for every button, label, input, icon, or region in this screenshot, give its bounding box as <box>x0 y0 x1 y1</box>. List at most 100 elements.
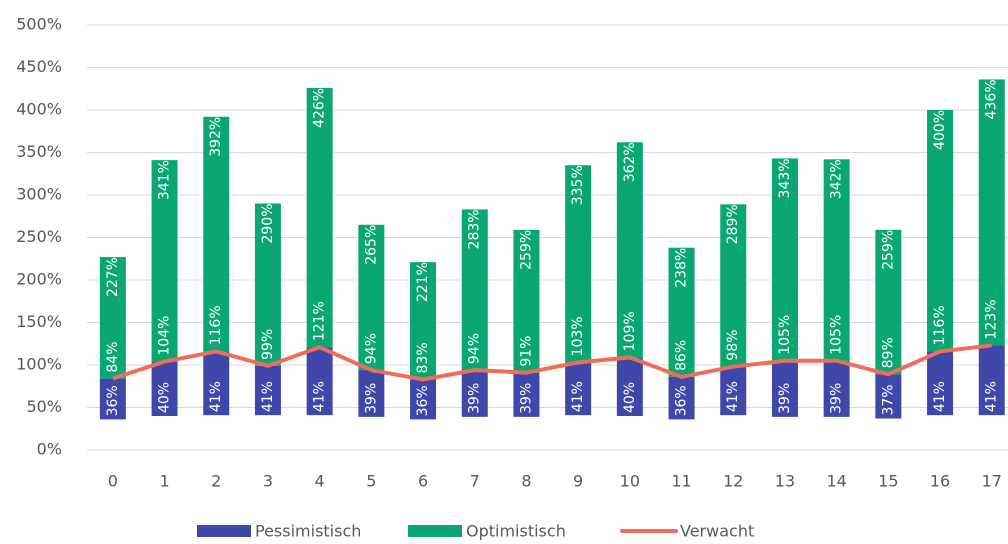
legend-label: Optimistisch <box>466 522 566 541</box>
data-label: 39% <box>777 383 793 414</box>
bar-optimistic <box>99 257 126 379</box>
x-tick-label: 5 <box>366 472 376 491</box>
bar-pessimistic <box>771 360 798 417</box>
data-label: 400% <box>932 110 948 150</box>
x-tick-label: 8 <box>521 472 531 491</box>
data-label: 41% <box>570 381 586 412</box>
bar-pessimistic <box>513 372 540 417</box>
data-label: 259% <box>880 230 896 270</box>
data-label: 105% <box>829 315 845 355</box>
data-label: 89% <box>880 337 896 368</box>
y-tick-label: 150% <box>16 312 62 331</box>
data-label: 39% <box>829 383 845 414</box>
data-label: 221% <box>415 262 431 302</box>
data-label: 342% <box>829 159 845 199</box>
y-tick-label: 250% <box>16 227 62 246</box>
data-label: 98% <box>725 330 741 361</box>
bar-optimistic <box>978 79 1005 346</box>
data-label: 436% <box>984 79 1000 119</box>
bar-pessimistic <box>927 351 954 416</box>
bar-pessimistic <box>254 365 281 416</box>
x-tick-label: 15 <box>878 472 898 491</box>
data-label: 105% <box>777 315 793 355</box>
bar-optimistic <box>461 209 488 371</box>
x-tick-label: 11 <box>671 472 691 491</box>
bar-optimistic <box>616 142 643 358</box>
data-label: 341% <box>157 160 173 200</box>
data-label: 362% <box>622 142 638 182</box>
bar-optimistic <box>306 87 333 348</box>
bar-optimistic <box>358 224 385 371</box>
y-tick-label: 100% <box>16 355 62 374</box>
bar-optimistic <box>565 165 592 363</box>
data-label: 116% <box>932 305 948 345</box>
bar-pessimistic <box>203 351 230 416</box>
data-label: 283% <box>467 209 483 249</box>
y-tick-label: 400% <box>16 100 62 119</box>
bar-optimistic <box>668 247 695 377</box>
bar-pessimistic <box>565 362 592 416</box>
data-label: 426% <box>312 88 328 128</box>
data-label: 343% <box>777 158 793 198</box>
y-tick-label: 500% <box>16 15 62 34</box>
data-label: 41% <box>208 381 224 412</box>
legend-swatch <box>408 525 462 537</box>
x-tick-label: 0 <box>108 472 118 491</box>
bar-pessimistic <box>616 357 643 416</box>
data-label: 41% <box>932 381 948 412</box>
data-label: 39% <box>467 383 483 414</box>
data-label: 41% <box>260 381 276 412</box>
data-label: 290% <box>260 203 276 243</box>
data-label: 37% <box>880 384 896 415</box>
data-label: 36% <box>674 385 690 416</box>
bar-optimistic <box>771 158 798 361</box>
data-label: 36% <box>105 385 121 416</box>
data-label: 121% <box>312 301 328 341</box>
data-label: 41% <box>725 381 741 412</box>
bar-pessimistic <box>720 366 747 416</box>
x-tick-label: 17 <box>982 472 1002 491</box>
data-label: 238% <box>674 248 690 288</box>
bar-pessimistic <box>875 374 902 419</box>
x-tick-label: 3 <box>263 472 273 491</box>
bar-pessimistic <box>358 370 385 417</box>
data-label: 84% <box>105 341 121 372</box>
y-tick-label: 200% <box>16 270 62 289</box>
data-label: 40% <box>157 382 173 413</box>
data-label: 91% <box>518 336 534 367</box>
data-label: 265% <box>363 225 379 265</box>
x-tick-label: 7 <box>470 472 480 491</box>
data-label: 94% <box>363 333 379 364</box>
bar-optimistic <box>203 116 230 352</box>
bar-pessimistic <box>306 347 333 416</box>
data-label: 335% <box>570 165 586 205</box>
data-label: 104% <box>157 316 173 356</box>
data-label: 109% <box>622 311 638 351</box>
y-tick-label: 0% <box>37 440 62 459</box>
data-label: 116% <box>208 305 224 345</box>
bar-optimistic <box>823 159 850 361</box>
bar-optimistic <box>513 229 540 373</box>
legend-swatch <box>197 525 251 537</box>
data-label: 36% <box>415 385 431 416</box>
x-tick-label: 4 <box>315 472 325 491</box>
x-tick-label: 6 <box>418 472 428 491</box>
data-label: 40% <box>622 382 638 413</box>
x-tick-label: 16 <box>930 472 950 491</box>
x-tick-label: 9 <box>573 472 583 491</box>
data-label: 123% <box>984 299 1000 339</box>
data-label: 41% <box>984 381 1000 412</box>
data-label: 259% <box>518 230 534 270</box>
y-tick-label: 50% <box>26 397 62 416</box>
legend-label: Verwacht <box>680 522 754 541</box>
data-label: 289% <box>725 204 741 244</box>
x-tick-label: 12 <box>723 472 743 491</box>
data-label: 99% <box>260 329 276 360</box>
bar-optimistic <box>151 160 178 362</box>
data-label: 86% <box>674 340 690 371</box>
legend-label: Pessimistisch <box>255 522 361 541</box>
bar-optimistic <box>927 110 954 352</box>
y-tick-label: 350% <box>16 142 62 161</box>
data-label: 227% <box>105 257 121 297</box>
